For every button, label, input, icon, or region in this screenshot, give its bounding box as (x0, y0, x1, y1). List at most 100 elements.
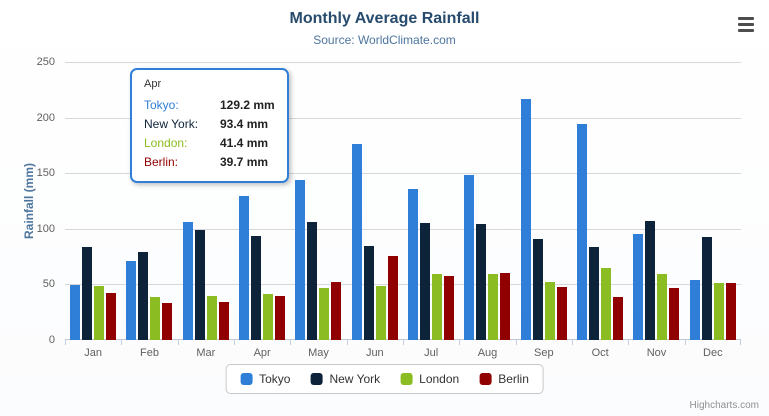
hamburger-menu-icon[interactable] (736, 14, 756, 35)
bar-tokyo-apr[interactable] (239, 196, 250, 340)
bar-new-york-jul[interactable] (420, 223, 431, 340)
bar-tokyo-sep[interactable] (520, 99, 531, 340)
y-tick-label: 50 (42, 278, 55, 290)
tooltip-row-tokyo: Tokyo: 129.2 mm (144, 96, 275, 115)
bar-new-york-jan[interactable] (82, 247, 93, 340)
bar-group-apr (234, 62, 290, 340)
bar-tokyo-jul[interactable] (408, 189, 419, 340)
legend-item-berlin[interactable]: Berlin (479, 372, 529, 386)
bar-berlin-aug[interactable] (500, 272, 511, 340)
chart-title: Monthly Average Rainfall (289, 10, 480, 27)
bar-new-york-sep[interactable] (532, 238, 543, 340)
bar-berlin-oct[interactable] (613, 296, 624, 340)
bar-berlin-may[interactable] (331, 281, 342, 340)
tooltip-row-berlin: Berlin: 39.7 mm (144, 153, 275, 172)
y-tick-label: 150 (36, 167, 55, 179)
bar-tokyo-mar[interactable] (182, 221, 193, 340)
bar-tokyo-feb[interactable] (126, 260, 137, 340)
x-tick-label: Feb (140, 347, 159, 359)
bar-london-sep[interactable] (544, 281, 555, 340)
x-tick-label: Oct (591, 347, 609, 359)
gridline (65, 118, 741, 119)
x-tick-label: Jul (424, 347, 439, 359)
legend-item-london[interactable]: London (400, 372, 459, 386)
gridline (65, 62, 741, 63)
bar-berlin-feb[interactable] (162, 303, 173, 340)
legend-swatch-berlin (479, 373, 492, 385)
bar-new-york-may[interactable] (307, 222, 318, 340)
plot-area: 0 50 100 150 200 250 Jan Feb Mar Apr May Jun Jul Aug S… (37, 56, 741, 359)
bar-group-feb (121, 62, 177, 340)
bar-new-york-dec[interactable] (701, 237, 712, 340)
legend-swatch-tokyo (240, 373, 253, 385)
x-tick-label: Dec (703, 347, 723, 359)
bar-tokyo-nov[interactable] (633, 233, 644, 340)
bar-group-dec (685, 62, 741, 340)
bar-london-jan[interactable] (94, 285, 105, 340)
bar-berlin-sep[interactable] (556, 287, 567, 340)
bar-tokyo-oct[interactable] (577, 124, 588, 340)
bar-berlin-jan[interactable] (106, 292, 117, 340)
tooltip-series-value: 93.4 mm (220, 117, 269, 131)
tooltip-row-london: London: 41.4 mm (144, 134, 275, 153)
bar-new-york-feb[interactable] (138, 252, 149, 340)
bar-london-may[interactable] (319, 287, 330, 340)
bar-tokyo-may[interactable] (295, 179, 306, 340)
bar-berlin-jul[interactable] (444, 276, 455, 340)
bar-tokyo-jun[interactable] (351, 144, 362, 340)
bar-new-york-apr[interactable] (251, 236, 262, 340)
legend: Tokyo New York London Berlin (225, 364, 544, 394)
x-axis-tick (177, 340, 179, 345)
bar-berlin-apr[interactable] (275, 295, 286, 340)
bar-london-aug[interactable] (488, 273, 499, 340)
bar-london-feb[interactable] (150, 296, 161, 340)
bar-group-jun (347, 62, 403, 340)
bar-new-york-oct[interactable] (589, 247, 600, 340)
bar-london-jul[interactable] (432, 274, 443, 340)
tooltip-header: Apr (144, 78, 162, 90)
gridline (65, 229, 741, 230)
gridline (65, 173, 741, 174)
legend-item-new-york[interactable]: New York (310, 372, 380, 386)
bar-berlin-dec[interactable] (725, 283, 736, 340)
x-tick-label: Jun (365, 347, 384, 359)
x-axis-tick (740, 340, 741, 345)
tooltip-series-value: 39.7 mm (220, 155, 269, 169)
bar-london-apr[interactable] (263, 293, 274, 340)
bar-tokyo-dec[interactable] (689, 279, 700, 340)
x-tick-label: Aug (477, 347, 498, 359)
bar-new-york-nov[interactable] (645, 221, 656, 340)
bar-group-jan (65, 62, 121, 340)
y-tick-label: 250 (36, 56, 55, 68)
legend-label: Tokyo (259, 372, 291, 386)
menu-bar (738, 29, 754, 32)
bar-london-nov[interactable] (657, 274, 668, 340)
bar-berlin-nov[interactable] (669, 287, 680, 340)
x-axis-tick (403, 340, 404, 345)
bar-london-oct[interactable] (601, 267, 612, 340)
chart-subtitle: Source: WorldClimate.com (313, 33, 456, 47)
bar-new-york-aug[interactable] (476, 224, 487, 340)
tooltip-row-new-york: New York: 93.4 mm (144, 115, 275, 134)
legend-label: Berlin (498, 372, 529, 386)
bar-new-york-mar[interactable] (194, 230, 205, 340)
bar-london-jun[interactable] (375, 286, 386, 340)
menu-bar (738, 23, 754, 26)
credits-link[interactable]: Highcharts.com (689, 400, 759, 411)
x-tick-label: Jan (84, 347, 103, 359)
bar-group-oct (572, 62, 628, 340)
bar-new-york-jun[interactable] (363, 246, 374, 340)
bar-tokyo-aug[interactable] (464, 174, 475, 340)
x-tick-label: May (308, 347, 329, 359)
bar-tokyo-jan[interactable] (70, 284, 81, 340)
y-tick-label: 100 (36, 223, 55, 235)
legend-item-tokyo[interactable]: Tokyo (240, 372, 290, 386)
x-tick-label: Apr (253, 347, 271, 359)
bar-group-aug (459, 62, 515, 340)
bar-london-mar[interactable] (206, 296, 217, 340)
bar-berlin-jun[interactable] (387, 256, 398, 340)
legend-label: New York (329, 372, 381, 386)
bar-london-dec[interactable] (713, 283, 724, 340)
x-axis-tick (346, 340, 348, 345)
bar-berlin-mar[interactable] (218, 301, 229, 340)
